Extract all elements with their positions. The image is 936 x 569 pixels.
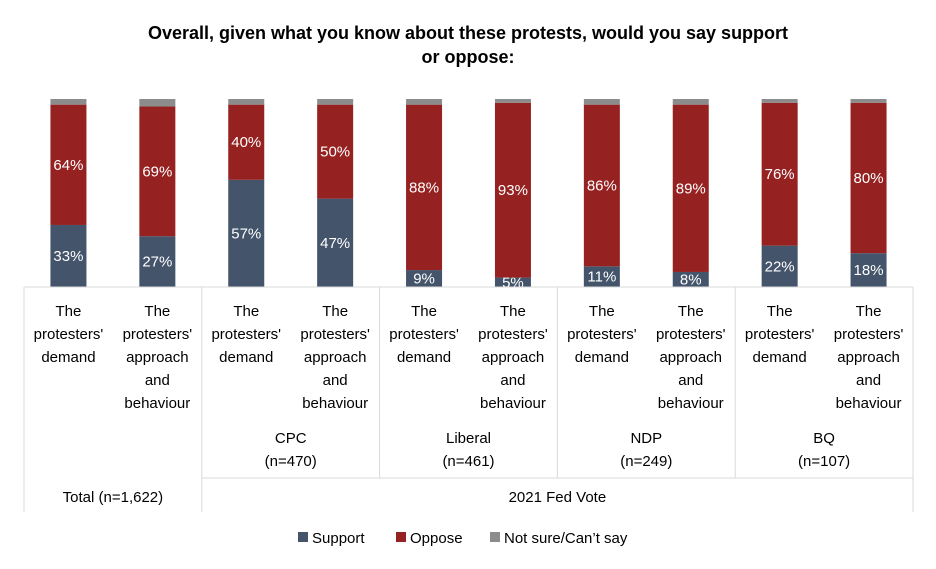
chart-title: Overall, given what you know about these…: [148, 23, 788, 67]
data-label: 22%: [765, 258, 795, 275]
data-label: 57%: [231, 225, 261, 242]
bar-segment-not-sure-can-t-say: [494, 99, 531, 103]
bar-segment-support: [850, 253, 887, 287]
group-label: Liberal (n=461): [442, 430, 494, 470]
bar-segment-oppose: [406, 104, 443, 271]
legend-entry: Support: [312, 530, 365, 547]
group-label: BQ (n=107): [798, 430, 850, 470]
data-label: 89%: [676, 180, 706, 197]
data-label: 80%: [854, 170, 884, 187]
category-table-lines: [23, 286, 914, 512]
bar-segment-support: [583, 266, 620, 287]
data-label: 50%: [320, 144, 350, 161]
bar-segment-not-sure-can-t-say: [317, 99, 354, 105]
group-label: NDP (n=249): [620, 430, 672, 470]
bar-segment-not-sure-can-t-say: [406, 99, 443, 105]
data-label: 88%: [409, 179, 439, 196]
legend-entry: Not sure/Can’t say: [504, 530, 628, 547]
data-label: 69%: [142, 163, 172, 180]
data-label: 64%: [53, 157, 83, 174]
legend: Support Oppose Not sure/Can’t say: [298, 530, 628, 547]
category-label: The protesters' approach and behaviour: [478, 303, 548, 412]
bar-segment-support: [228, 179, 265, 287]
bars-layer: 33%64%27%69%57%40%47%50%9%88%5%93%11%86%…: [50, 99, 887, 291]
bar-segment-oppose: [761, 102, 798, 246]
bar-segment-not-sure-can-t-say: [228, 99, 265, 105]
bar-segment-oppose: [583, 104, 620, 267]
bar-segment-not-sure-can-t-say: [672, 99, 709, 105]
chart-title-line: Overall, given what you know about these…: [148, 23, 788, 43]
bar-segment-oppose: [850, 102, 887, 254]
data-label: 9%: [413, 271, 435, 288]
data-label: 47%: [320, 235, 350, 252]
supergroup-label: 2021 Fed Vote: [509, 489, 607, 506]
legend-entry: Oppose: [410, 530, 463, 547]
data-label: 8%: [680, 271, 702, 288]
bar-segment-support: [317, 198, 354, 287]
category-label: The protesters' approach and behaviour: [300, 303, 370, 412]
bar-segment-not-sure-can-t-say: [761, 99, 798, 103]
category-labels: The protesters' demand The protesters' approa…: [34, 303, 904, 412]
bar-segment-support: [406, 270, 443, 287]
bar-segment-oppose: [50, 104, 87, 225]
bar-segment-not-sure-can-t-say: [583, 99, 620, 105]
bar-segment-oppose: [139, 106, 176, 237]
bar-segment-not-sure-can-t-say: [50, 99, 87, 105]
bar-segment-oppose: [317, 104, 354, 199]
category-label: The protesters' approach and behaviour: [656, 303, 726, 412]
category-label: The protesters' demand: [389, 303, 459, 366]
category-label: The protesters' demand: [567, 303, 637, 366]
bar-segment-support: [672, 271, 709, 287]
bar-segment-support: [761, 245, 798, 287]
data-label: 27%: [142, 254, 172, 271]
data-label: 86%: [587, 177, 617, 194]
bar-segment-support: [50, 224, 87, 287]
category-label: The protesters' demand: [211, 303, 281, 366]
data-label: 33%: [53, 248, 83, 265]
legend-swatch: [298, 532, 308, 542]
category-label: The protesters' approach and behaviour: [834, 303, 904, 412]
data-label: 93%: [498, 182, 528, 199]
legend-swatch: [490, 532, 500, 542]
category-label: The protesters' approach and behaviour: [123, 303, 193, 412]
bar-segment-support: [139, 236, 176, 287]
bar-segment-support: [494, 277, 531, 287]
data-label: 11%: [587, 269, 616, 286]
bar-segment-oppose: [228, 104, 265, 180]
group-label: CPC (n=470): [265, 430, 317, 470]
legend-swatch: [396, 532, 406, 542]
bar-segment-oppose: [672, 104, 709, 272]
data-label: 40%: [231, 134, 261, 151]
data-label: 76%: [765, 166, 795, 183]
bar-segment-not-sure-can-t-say: [139, 99, 176, 107]
bar-segment-not-sure-can-t-say: [850, 99, 887, 103]
data-label: 18%: [854, 262, 884, 279]
group-label: Total (n=1,622): [63, 489, 163, 506]
bar-segment-oppose: [494, 102, 531, 278]
chart-title-line: or oppose:: [422, 47, 515, 67]
category-label: The protesters' demand: [745, 303, 815, 366]
category-label: The protesters' demand: [34, 303, 104, 366]
group-labels: Total (n=1,622) CPC (n=470) Liberal (n=461) N…: [63, 430, 851, 506]
